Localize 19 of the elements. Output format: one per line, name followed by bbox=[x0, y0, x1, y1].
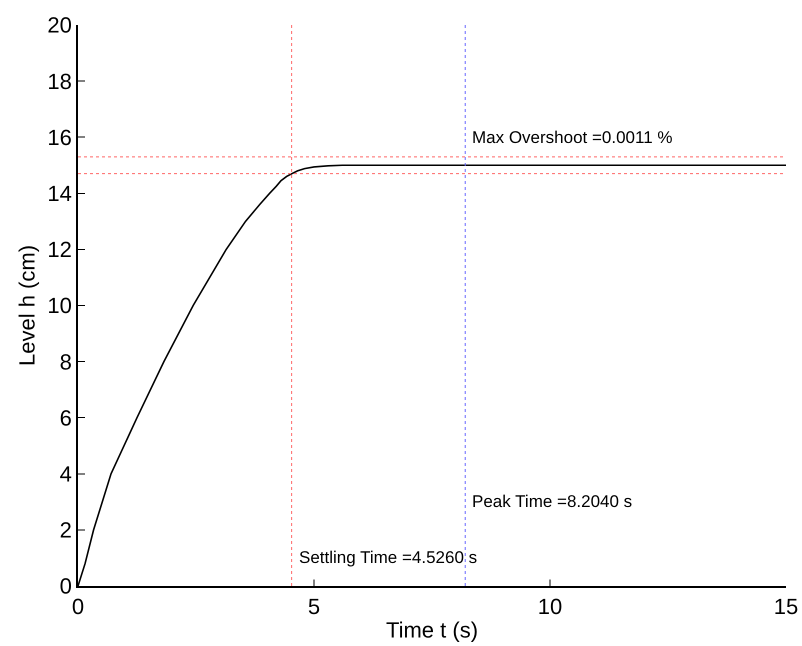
y-tick-label: 14 bbox=[47, 181, 72, 206]
annotation: Max Overshoot =0.0011 % bbox=[472, 128, 672, 147]
y-tick-label: 4 bbox=[60, 462, 72, 486]
x-tick-label: 10 bbox=[538, 594, 562, 620]
y-tick-label: 10 bbox=[47, 293, 72, 318]
x-tick-label: 15 bbox=[774, 594, 798, 620]
y-tick-label: 2 bbox=[60, 518, 72, 543]
y-tick-label: 18 bbox=[47, 68, 72, 94]
annotation: Settling Time =4.5260 s bbox=[299, 548, 478, 567]
y-tick-label: 0 bbox=[60, 574, 72, 599]
x-axis-title: Time t (s) bbox=[386, 618, 478, 643]
y-tick-label: 16 bbox=[47, 124, 72, 150]
annotation: Peak Time =8.2040 s bbox=[472, 492, 632, 511]
y-tick-label: 20 bbox=[47, 12, 72, 38]
x-tick-label: 5 bbox=[308, 594, 320, 620]
y-tick-label: 8 bbox=[60, 349, 72, 374]
y-tick-label: 6 bbox=[60, 405, 72, 430]
y-tick-label: 12 bbox=[47, 237, 72, 262]
y-axis-title: Level h (cm) bbox=[14, 244, 40, 366]
